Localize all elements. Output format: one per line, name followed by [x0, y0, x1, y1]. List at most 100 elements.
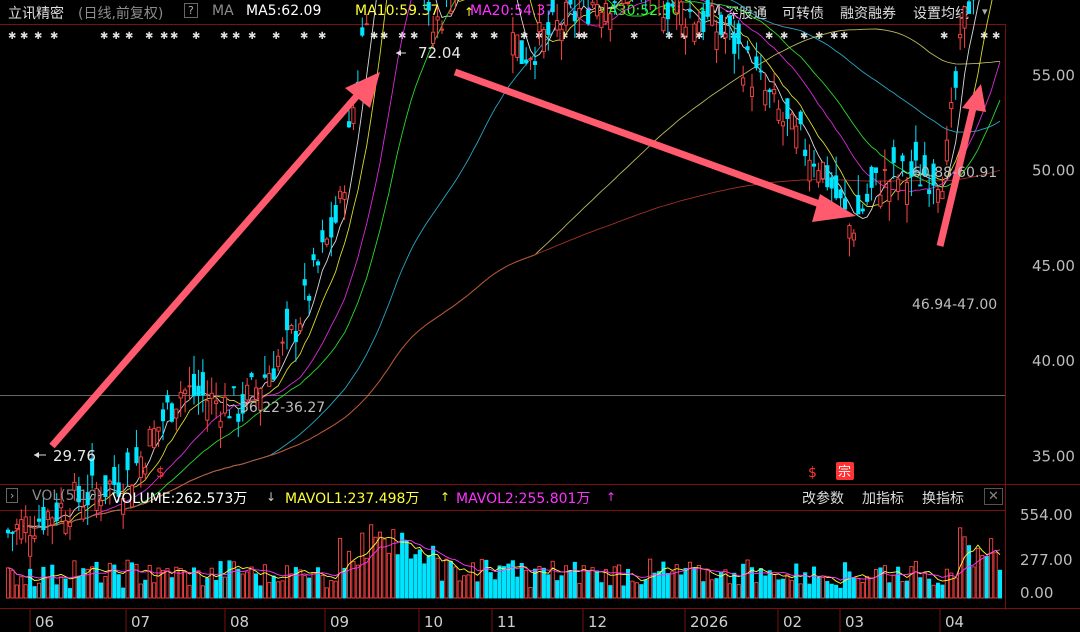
volume-bar	[382, 538, 387, 599]
menu-hkconnect[interactable]: 深股通	[725, 6, 767, 22]
candle	[200, 359, 205, 413]
volume-bar	[218, 561, 223, 599]
volume-bar	[772, 574, 777, 599]
candle	[590, 0, 595, 9]
volume-bar	[112, 564, 117, 599]
mavol1-arrow-icon: ↑	[440, 490, 451, 504]
ma30-line	[7, 0, 1001, 534]
stock-name[interactable]: 立讯精密	[8, 6, 64, 22]
volume-bar	[679, 574, 684, 599]
volume-tick-label: 0.00	[1020, 584, 1053, 602]
ma120-line	[7, 28, 1001, 534]
candle	[541, 26, 546, 59]
volume-bar	[214, 579, 219, 599]
candle	[240, 381, 245, 422]
candle	[169, 402, 174, 423]
volume-bar	[5, 567, 11, 599]
volume-bar	[81, 568, 86, 599]
chevron-down-icon[interactable]: ▾	[982, 5, 988, 18]
volume-bar	[590, 567, 595, 599]
volume-bar	[205, 577, 210, 599]
event-tick: ✱	[800, 31, 808, 42]
candle	[603, 0, 608, 26]
candle	[160, 402, 166, 441]
volume-bar	[67, 588, 73, 599]
volume-bar	[816, 577, 821, 599]
candle	[953, 66, 958, 100]
volume-bar	[913, 560, 918, 599]
candle	[789, 111, 794, 130]
ma10-arrow-icon: ↑	[464, 5, 475, 19]
volume-header: › VOL(5,10) VOLUME:262.573万 ↓ MAVOL1:237…	[0, 486, 1080, 508]
volume-bar	[617, 564, 622, 599]
collapse-icon[interactable]: ›	[6, 488, 19, 503]
menu-set-ma[interactable]: 设置均线	[913, 6, 969, 22]
ma60-line	[7, 0, 1001, 534]
event-tick: ✱	[232, 31, 240, 42]
volume-bar	[811, 566, 817, 599]
ma-label[interactable]: MA	[212, 3, 234, 19]
close-icon[interactable]: ✕	[984, 488, 1003, 505]
vol-label[interactable]: VOL(5,10)	[32, 488, 103, 504]
candle	[966, 0, 972, 14]
candle	[453, 0, 458, 10]
volume-bar	[577, 582, 582, 599]
volume-bar	[280, 580, 285, 599]
candle	[649, 0, 651, 11]
candle	[741, 65, 746, 93]
candle	[342, 185, 347, 220]
candle	[701, 3, 706, 41]
event-tick: ✱	[370, 31, 378, 42]
menu-margin[interactable]: 融资融券	[840, 6, 896, 22]
volume-bar	[174, 566, 179, 599]
event-tick: ✱	[665, 31, 673, 42]
candle	[599, 6, 604, 38]
volume-bar	[900, 581, 905, 599]
candle	[76, 476, 81, 512]
volume-bar	[904, 580, 910, 599]
volume-bar	[475, 581, 480, 599]
menu-convertible[interactable]: 可转债	[782, 6, 824, 22]
candle	[59, 487, 64, 522]
event-tick: ✱	[160, 31, 168, 42]
time-tick-label: 09	[330, 613, 349, 631]
time-tick-label: 02	[783, 613, 802, 631]
candle	[645, 0, 647, 12]
low-label: 29.76	[53, 447, 96, 465]
volume-bar	[696, 565, 701, 599]
event-tick: ✱	[34, 31, 42, 42]
volume-bar	[829, 583, 834, 599]
volume-bar	[59, 576, 64, 599]
volume-bar	[94, 561, 99, 599]
event-tick: ✱	[300, 31, 308, 42]
rise-arrow-1	[49, 87, 365, 449]
volume-bar	[138, 583, 143, 599]
edit-params-button[interactable]: 改参数	[802, 491, 844, 507]
candle	[245, 378, 250, 409]
candle	[640, 0, 642, 3]
volume-bar	[107, 562, 112, 599]
candle	[253, 379, 259, 411]
candle	[187, 366, 192, 401]
add-indicator-button[interactable]: 加指标	[862, 491, 904, 507]
candle	[949, 87, 954, 128]
chart-mode[interactable]: (日线,前复权)	[78, 6, 164, 22]
help-icon[interactable]: ?	[184, 3, 198, 18]
volume-bar	[896, 566, 901, 599]
volume-bar	[258, 585, 263, 599]
volume-bar	[692, 567, 697, 599]
candle	[532, 46, 538, 80]
volume-bar	[156, 567, 161, 599]
candle	[528, 56, 533, 71]
volume-bar	[404, 540, 409, 599]
switch-indicator-button[interactable]: 换指标	[922, 491, 964, 507]
candle	[289, 323, 294, 334]
volume-bar	[271, 575, 276, 599]
candle	[935, 186, 941, 213]
volume-bar	[320, 575, 325, 599]
volume-bar	[98, 582, 104, 599]
rise-arrow-2	[936, 103, 978, 247]
candle	[754, 42, 759, 71]
candle	[900, 152, 905, 177]
ma5-value: MA5:62.09	[246, 3, 322, 19]
